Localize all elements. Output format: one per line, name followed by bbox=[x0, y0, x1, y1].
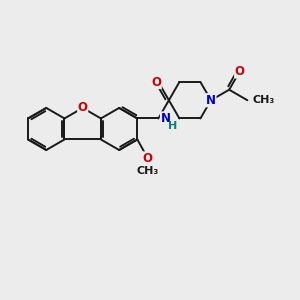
Text: CH₃: CH₃ bbox=[252, 95, 275, 105]
Text: O: O bbox=[151, 76, 161, 88]
Text: H: H bbox=[168, 121, 177, 130]
Text: O: O bbox=[143, 152, 153, 165]
Text: CH₃: CH₃ bbox=[137, 166, 159, 176]
Text: N: N bbox=[206, 94, 216, 107]
Text: N: N bbox=[160, 112, 170, 125]
Text: O: O bbox=[78, 101, 88, 114]
Text: O: O bbox=[235, 65, 245, 78]
